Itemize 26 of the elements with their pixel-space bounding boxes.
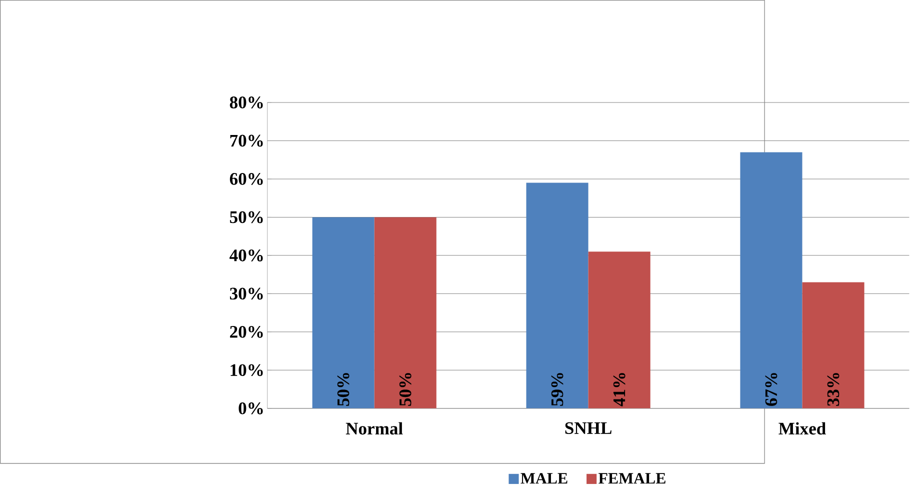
- data-label: 41%: [613, 373, 626, 406]
- y-tick-label: 10%: [230, 364, 263, 376]
- x-tick-label: SNHL: [565, 422, 612, 434]
- y-tick-label: 50%: [230, 211, 263, 224]
- bar: [374, 217, 436, 408]
- bar: [740, 152, 802, 408]
- y-tick-label: 80%: [230, 96, 263, 108]
- x-tick-label: Mixed: [778, 422, 826, 435]
- bar: [588, 252, 650, 408]
- y-tick-label: 40%: [230, 249, 263, 262]
- data-label: 50%: [337, 373, 350, 406]
- y-tick-label: 30%: [230, 288, 263, 300]
- data-label: 59%: [551, 373, 564, 406]
- data-label: 50%: [399, 373, 412, 406]
- bar: [312, 217, 374, 408]
- legend-label: FEMALE: [598, 473, 666, 484]
- bar: [526, 182, 588, 408]
- y-tick-label: 20%: [230, 326, 263, 338]
- data-label: 67%: [765, 373, 778, 406]
- data-label: 33%: [827, 373, 840, 406]
- bar: [802, 282, 864, 408]
- y-tick-label: 0%: [238, 402, 263, 414]
- legend-label: MALE: [520, 473, 568, 484]
- x-tick-label: Normal: [346, 422, 403, 435]
- y-tick-label: 70%: [230, 134, 263, 147]
- y-tick-label: 60%: [230, 172, 263, 185]
